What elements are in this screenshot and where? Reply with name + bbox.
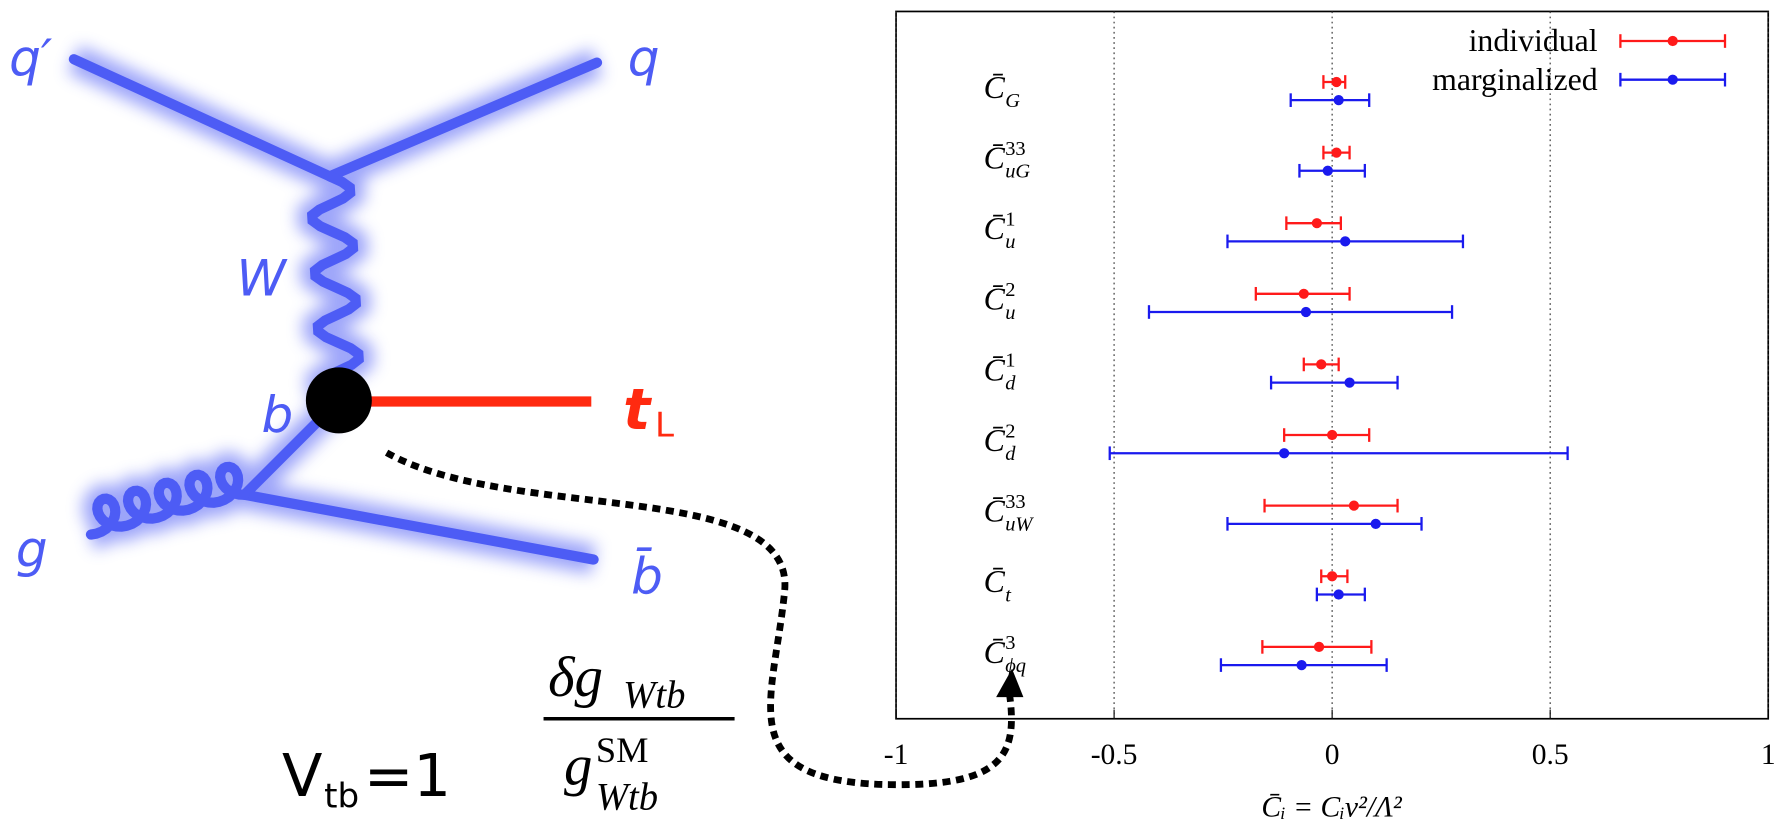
category-sup: 2	[1005, 279, 1015, 301]
point	[1301, 307, 1311, 317]
point	[1349, 501, 1359, 511]
arrow	[387, 453, 1012, 785]
category-label: C̄	[984, 140, 1006, 175]
vtb: =1	[364, 741, 451, 810]
category-sub: uG	[1005, 161, 1030, 183]
point	[1371, 519, 1381, 529]
category-sub: ϕq	[1005, 655, 1026, 677]
x-tick-label: 1	[1761, 739, 1776, 771]
category-sup: 1	[1005, 208, 1015, 230]
x-tick-label: 0.5	[1532, 739, 1569, 771]
label: L	[655, 406, 674, 446]
point	[1334, 95, 1344, 105]
point	[1323, 166, 1333, 176]
x-axis-label: C̄ᵢ = Cᵢv²/Λ²	[1261, 792, 1403, 824]
vertex	[306, 367, 372, 433]
point	[1344, 377, 1354, 387]
label: q	[628, 29, 660, 87]
fraction: δg	[548, 646, 603, 709]
label: b	[262, 386, 294, 444]
legend-point	[1668, 36, 1678, 46]
point	[1331, 77, 1341, 87]
page: q′ q W b g b̄ t L V tb =1 δg Wtb g SM Wt…	[0, 0, 1783, 828]
point	[1279, 448, 1289, 458]
glow-line	[244, 400, 593, 559]
category-label: C̄	[984, 635, 1006, 670]
category-sup: 33	[1005, 138, 1025, 160]
category-sup: 2	[1005, 420, 1015, 442]
label: q′	[9, 29, 53, 87]
label: g	[16, 520, 48, 578]
legend-label: individual	[1469, 23, 1598, 58]
vtb: V	[282, 741, 322, 810]
fraction: g	[564, 735, 592, 798]
category-sub: uW	[1005, 514, 1034, 536]
category-label: C̄	[984, 564, 1006, 599]
x-tick-label: 0	[1325, 739, 1340, 771]
point	[1327, 430, 1337, 440]
category-sup: 33	[1005, 491, 1025, 513]
point	[1316, 359, 1326, 369]
category-sub: u	[1005, 231, 1015, 253]
point	[1340, 236, 1350, 246]
category-sub: G	[1005, 90, 1020, 112]
category-sub: t	[1005, 584, 1012, 606]
legend-point	[1668, 75, 1678, 85]
category-sup: 3	[1005, 632, 1015, 654]
fraction: SM	[596, 730, 649, 770]
vtb-sub: tb	[324, 776, 359, 816]
category-sub: d	[1005, 443, 1016, 465]
category-sup: 1	[1005, 350, 1015, 372]
point	[1331, 147, 1341, 157]
category-label: C̄	[984, 282, 1006, 317]
label: b̄	[631, 547, 663, 606]
glow-line	[74, 59, 597, 176]
category-label: C̄	[984, 423, 1006, 458]
category-label: C̄	[984, 211, 1006, 246]
point	[1314, 642, 1324, 652]
point	[1296, 660, 1306, 670]
category-label: C̄	[984, 352, 1006, 387]
legend-label: marginalized	[1432, 62, 1598, 97]
x-tick-label: -1	[884, 739, 909, 771]
category-sub: d	[1005, 372, 1016, 394]
fraction: Wtb	[596, 777, 658, 819]
category-label: C̄	[984, 494, 1006, 529]
category-label: C̄	[984, 70, 1006, 105]
point	[1327, 571, 1337, 581]
fraction: Wtb	[623, 674, 685, 716]
point	[1299, 289, 1309, 299]
label: t	[623, 377, 652, 443]
category-sub: u	[1005, 302, 1015, 324]
point	[1312, 218, 1322, 228]
label: W	[237, 250, 289, 308]
point	[1334, 589, 1344, 599]
glow	[74, 59, 597, 559]
feynman-diagram: q′ q W b g b̄ t L V tb =1 δg Wtb g SM Wt…	[9, 29, 1023, 819]
x-tick-label: -0.5	[1091, 739, 1138, 771]
